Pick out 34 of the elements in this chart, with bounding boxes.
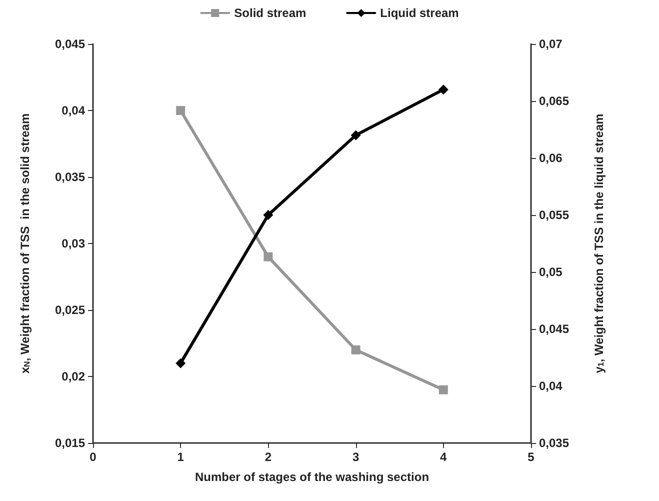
y-tick-label: 0,025: [54, 303, 86, 317]
y2-tick-label: 0,055: [539, 208, 570, 222]
x-axis-title: Number of stages of the washing section: [194, 470, 430, 484]
x-tick-label: 4: [440, 450, 448, 464]
y-tick-label: 0,045: [54, 37, 86, 51]
y-axis-title: xN, Weight fraction of TSS in the solid stream: [18, 113, 32, 374]
y2-tick-label: 0,05: [539, 265, 563, 279]
y2-tick-label: 0,045: [539, 322, 570, 336]
point: [438, 84, 448, 95]
y-tick-label: 0,03: [62, 236, 86, 250]
x-tick-label: 3: [352, 450, 360, 464]
point: [176, 106, 186, 115]
point: [438, 385, 448, 394]
point: [176, 358, 186, 368]
legend-label: Liquid stream: [380, 6, 459, 20]
y2-tick-label: 0,035: [539, 436, 570, 450]
y-tick-label: 0,035: [54, 170, 86, 184]
y-tick-label: 0,04: [62, 104, 86, 118]
x-tick-label: 5: [528, 450, 535, 464]
point: [351, 345, 360, 354]
y2-axis-title: y1, Weight fraction of TSS in the liquid stream: [592, 114, 606, 374]
x-tick-label: 2: [264, 450, 272, 464]
y-tick-label: 0,02: [62, 370, 86, 384]
x-tick-label: 0: [90, 450, 97, 464]
y-tick-label: 0,015: [54, 436, 86, 450]
y2-tick-label: 0,065: [539, 94, 570, 108]
y2-tick-label: 0,04: [539, 379, 563, 393]
point: [263, 210, 274, 220]
point: [350, 130, 361, 140]
point: [264, 252, 273, 262]
y2-tick-label: 0,06: [539, 151, 563, 165]
y2-tick-label: 0,07: [539, 37, 563, 51]
x-tick-label: 1: [177, 450, 184, 464]
legend-label: Solid stream: [234, 6, 306, 20]
